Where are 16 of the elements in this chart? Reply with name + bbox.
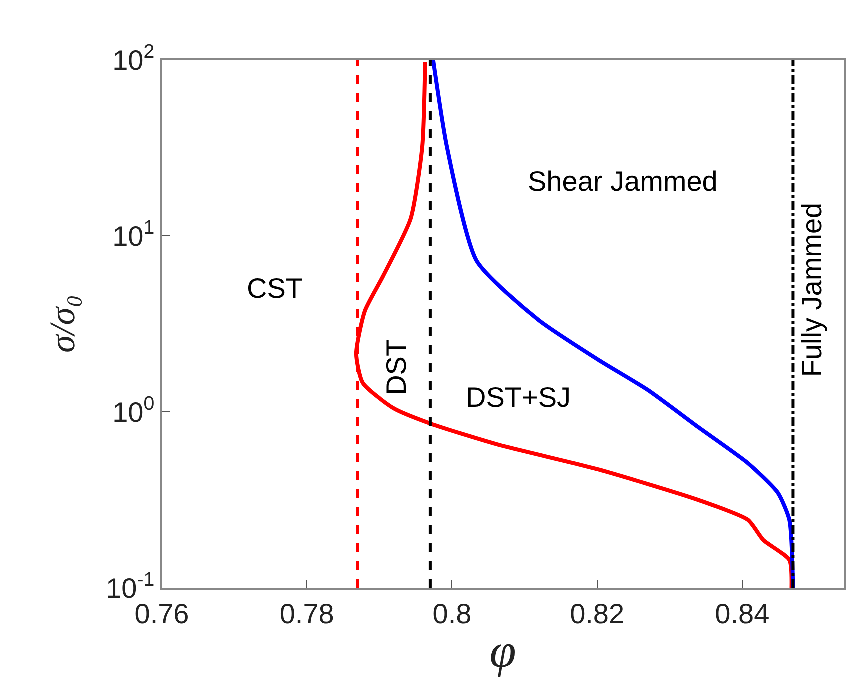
annotation: Shear Jammed — [528, 166, 718, 197]
annotation: DST — [380, 339, 412, 396]
annotation: CST — [247, 273, 303, 304]
x-tick-label: 0.8 — [432, 598, 472, 630]
x-tick-label: 0.78 — [280, 598, 334, 630]
annotation: Fully Jammed — [796, 202, 828, 378]
x-tick-label: 0.84 — [715, 598, 770, 630]
line-series — [431, 60, 796, 588]
y-axis-title: σ/σ₀ — [42, 294, 82, 354]
y-tick-label: 10$^{1}$ — [112, 217, 155, 252]
line-series — [354, 60, 794, 588]
y-tick-label: 10$^{2}$ — [112, 41, 155, 76]
annotation: DST+SJ — [466, 382, 572, 413]
x-axis-title: φ — [490, 624, 516, 678]
y-tick-label: 10$^{0}$ — [112, 393, 155, 428]
x-tick-label: 0.82 — [570, 598, 625, 630]
